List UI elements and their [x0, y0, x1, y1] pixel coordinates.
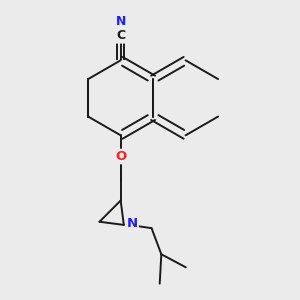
Text: O: O [115, 150, 126, 163]
Text: C: C [116, 29, 125, 42]
Text: N: N [126, 217, 137, 230]
Text: N: N [116, 15, 126, 28]
